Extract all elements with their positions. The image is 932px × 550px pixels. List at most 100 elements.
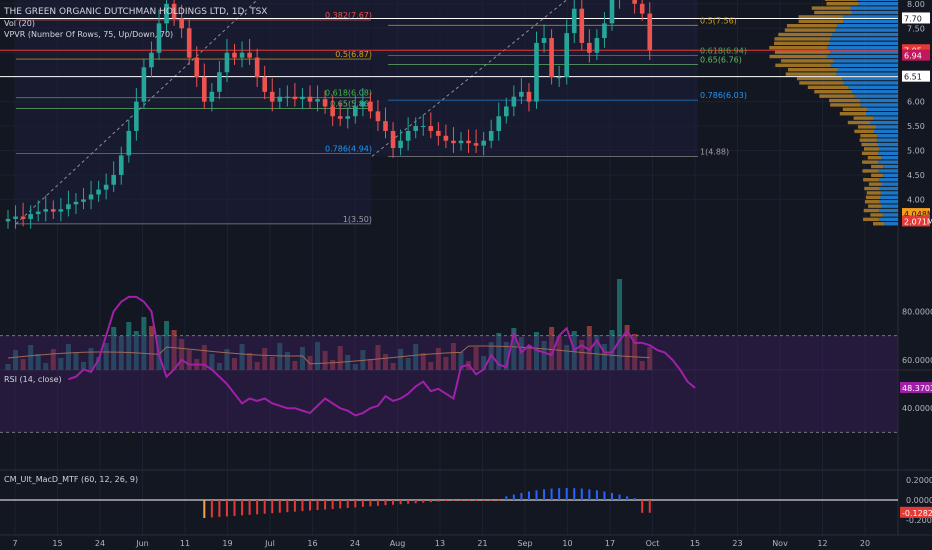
candle-body[interactable]	[511, 96, 517, 107]
candle-body[interactable]	[639, 3, 645, 14]
candle-body[interactable]	[58, 209, 64, 212]
candle-body[interactable]	[390, 130, 396, 149]
candle-body[interactable]	[541, 38, 547, 43]
macd-histogram-bar	[271, 500, 274, 514]
candle-body[interactable]	[556, 77, 562, 79]
candle-body[interactable]	[232, 52, 237, 58]
candle-body[interactable]	[609, 0, 615, 24]
candle-body[interactable]	[5, 218, 11, 222]
candle-body[interactable]	[285, 96, 290, 98]
volume-bar	[586, 326, 592, 370]
candle-body[interactable]	[292, 96, 298, 100]
candle-body[interactable]	[579, 8, 585, 43]
candle-body[interactable]	[420, 126, 426, 128]
candle-body[interactable]	[51, 209, 56, 212]
candle-body[interactable]	[149, 52, 154, 68]
candle-body[interactable]	[436, 130, 441, 136]
candle-body[interactable]	[587, 42, 592, 53]
candle-body[interactable]	[156, 23, 162, 53]
volume-indicator-label[interactable]: Vol (20)	[4, 19, 35, 28]
candle-body[interactable]	[488, 130, 494, 141]
candle-body[interactable]	[383, 121, 388, 131]
candle-body[interactable]	[88, 194, 94, 200]
candle-body[interactable]	[647, 13, 653, 51]
volume-bar	[398, 349, 404, 370]
candle-body[interactable]	[337, 116, 343, 119]
candle-body[interactable]	[13, 216, 18, 219]
candle-body[interactable]	[300, 96, 305, 100]
candle-body[interactable]	[307, 96, 313, 102]
candle-body[interactable]	[443, 135, 449, 141]
candle-body[interactable]	[209, 91, 215, 102]
volume-profile-bar-up	[878, 217, 898, 222]
candle-body[interactable]	[594, 38, 600, 53]
candle-body[interactable]	[269, 91, 275, 102]
candle-body[interactable]	[322, 99, 328, 107]
macd-indicator-label[interactable]: CM_Ult_MacD_MTF (60, 12, 26, 9)	[4, 475, 138, 484]
candle-body[interactable]	[345, 116, 351, 119]
candle-body[interactable]	[239, 52, 245, 58]
candle-body[interactable]	[571, 8, 577, 34]
rsi-line	[68, 295, 696, 417]
candle-body[interactable]	[28, 214, 33, 219]
macd-value-badge-label: -0.1282	[902, 509, 932, 518]
candle-body[interactable]	[224, 52, 230, 73]
candle-body[interactable]	[134, 101, 139, 131]
candle-body[interactable]	[564, 33, 569, 78]
candle-body[interactable]	[632, 0, 637, 4]
candle-body[interactable]	[141, 67, 147, 102]
candle-body[interactable]	[405, 130, 411, 141]
candle-body[interactable]	[262, 77, 267, 92]
candle-body[interactable]	[96, 189, 101, 195]
candle-body[interactable]	[519, 91, 524, 97]
candle-body[interactable]	[353, 106, 358, 117]
candle-body[interactable]	[413, 126, 418, 131]
candle-body[interactable]	[526, 91, 532, 102]
candle-body[interactable]	[602, 23, 607, 39]
volume-profile-bar-up	[865, 112, 898, 116]
candle-body[interactable]	[428, 126, 434, 131]
candle-body[interactable]	[126, 130, 132, 156]
candle-body[interactable]	[277, 96, 283, 102]
candle-body[interactable]	[458, 140, 464, 144]
candle-body[interactable]	[451, 140, 456, 144]
candle-body[interactable]	[496, 116, 502, 131]
candle-body[interactable]	[375, 111, 381, 122]
candle-body[interactable]	[164, 3, 169, 24]
candle-body[interactable]	[330, 106, 335, 117]
macd-histogram-bar	[301, 500, 304, 512]
candle-body[interactable]	[111, 174, 116, 185]
candle-body[interactable]	[66, 204, 71, 210]
candle-body[interactable]	[360, 101, 366, 107]
candle-body[interactable]	[73, 201, 79, 205]
rsi-indicator-label[interactable]: RSI (14, close)	[4, 375, 62, 384]
candle-body[interactable]	[504, 106, 509, 117]
candle-body[interactable]	[315, 99, 320, 102]
candle-body[interactable]	[473, 143, 479, 146]
macd-histogram-bar	[407, 500, 410, 504]
candle-body[interactable]	[481, 140, 486, 146]
candle-body[interactable]	[534, 42, 539, 102]
candle-body[interactable]	[43, 209, 49, 212]
candle-body[interactable]	[171, 3, 177, 19]
candle-body[interactable]	[247, 52, 252, 58]
candle-body[interactable]	[368, 101, 373, 112]
candle-body[interactable]	[217, 72, 222, 92]
candle-body[interactable]	[81, 199, 86, 202]
price-badge-label: 2.071M	[904, 217, 932, 226]
candle-body[interactable]	[20, 216, 26, 219]
candle-body[interactable]	[466, 140, 471, 144]
candle-body[interactable]	[186, 28, 192, 58]
candle-body[interactable]	[194, 57, 200, 78]
candle-body[interactable]	[549, 38, 554, 78]
macd-histogram-bar	[475, 500, 478, 501]
candle-body[interactable]	[118, 155, 124, 175]
candle-body[interactable]	[35, 211, 41, 215]
candle-body[interactable]	[254, 57, 260, 78]
candle-body[interactable]	[179, 18, 184, 29]
candle-body[interactable]	[202, 77, 207, 102]
candle-body[interactable]	[103, 184, 109, 190]
vpvr-indicator-label[interactable]: VPVR (Number Of Rows, 75, Up/Down, 70)	[4, 30, 173, 39]
candle-body[interactable]	[398, 140, 403, 149]
